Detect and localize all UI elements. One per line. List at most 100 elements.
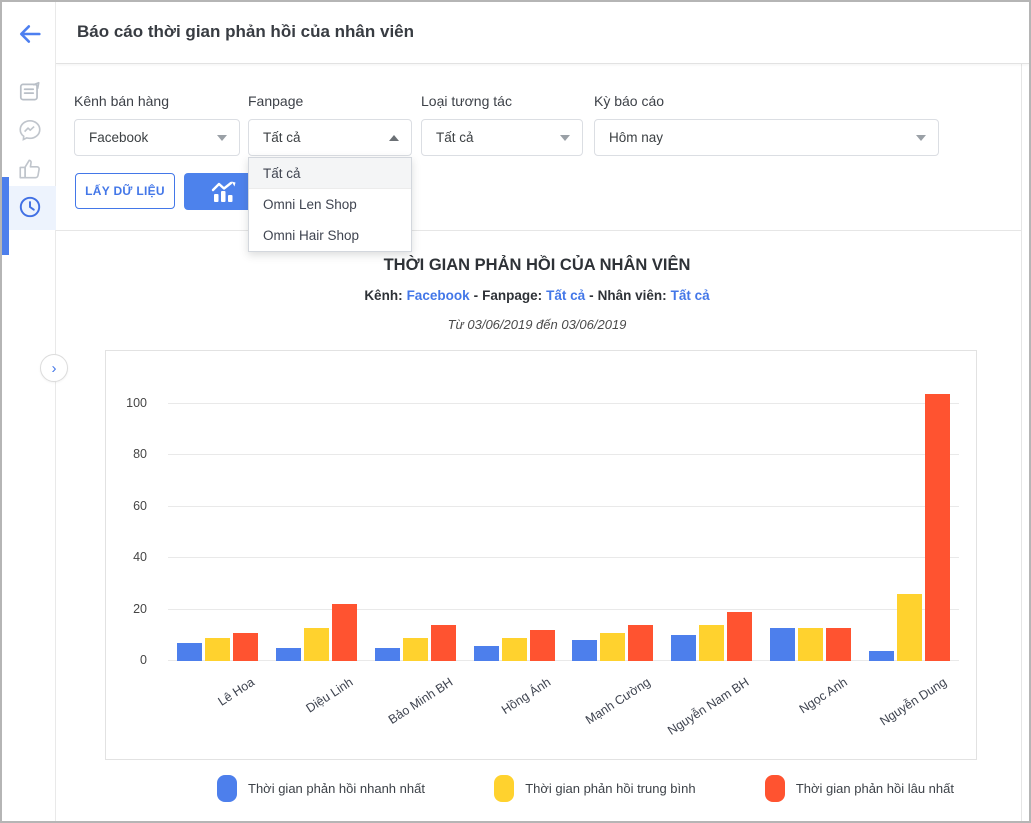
fanpage-select[interactable]: Tất cả [248, 119, 412, 156]
subtitle-channel-value: Facebook [406, 288, 470, 303]
sidebar-expand-button[interactable]: › [40, 354, 68, 382]
bar[interactable] [402, 638, 428, 661]
sidebar-item-response-time[interactable] [17, 194, 43, 220]
chevron-right-icon: › [51, 359, 57, 377]
chevron-down-icon [560, 134, 570, 141]
thumbs-up-icon [19, 159, 40, 179]
legend-item: Thời gian phản hồi nhanh nhất [217, 774, 425, 802]
bar-group [275, 604, 357, 661]
messenger-icon [19, 119, 41, 141]
subtitle-separator: - [473, 288, 479, 303]
channel-filter-label: Kênh bán hàng [74, 93, 169, 109]
bar[interactable] [671, 635, 697, 661]
y-axis-tick: 100 [126, 396, 147, 410]
subtitle-staff-label: Nhân viên: [597, 288, 667, 303]
x-axis-labels: Lê Hoa Diệu Linh Bảo Minh BH Hồng Ánh Mạnh C… [168, 661, 959, 751]
bar[interactable] [572, 640, 598, 661]
fanpage-option[interactable]: Omni Len Shop [249, 189, 411, 220]
page-title: Báo cáo thời gian phản hồi của nhân viên [77, 22, 415, 41]
clock-icon [19, 196, 41, 218]
bar[interactable] [798, 628, 824, 661]
bar[interactable] [826, 628, 852, 661]
legend-label: Thời gian phản hồi trung bình [525, 780, 696, 796]
period-select-value: Hôm nay [609, 130, 664, 145]
bar[interactable] [699, 625, 725, 661]
legend-label: Thời gian phản hồi lâu nhất [795, 780, 954, 796]
bar-group [473, 630, 555, 661]
bar[interactable] [176, 643, 202, 661]
sidebar-active-indicator [2, 177, 9, 255]
legend-swatch-icon [217, 774, 237, 802]
bar[interactable] [897, 594, 923, 661]
note-icon [19, 81, 40, 101]
sidebar-item-messenger[interactable] [17, 117, 43, 143]
main-content: Báo cáo thời gian phản hồi của nhân viên… [56, 2, 1029, 821]
fanpage-filter-label: Fanpage [248, 93, 304, 109]
chevron-up-icon [389, 134, 399, 141]
bar[interactable] [869, 651, 895, 661]
get-data-button[interactable]: LẤY DỮ LIỆU [75, 173, 175, 209]
bar-group [176, 633, 258, 661]
bar[interactable] [600, 633, 626, 661]
sidebar [2, 2, 56, 821]
report-title: THỜI GIAN PHẢN HỒI CỦA NHÂN VIÊN [383, 256, 691, 274]
x-axis-label: Bảo Minh BH [385, 675, 455, 727]
x-axis-label: Nguyễn Dung [877, 675, 950, 729]
legend-label: Thời gian phản hồi nhanh nhất [248, 780, 425, 796]
subtitle-channel-label: Kênh: [364, 288, 403, 303]
bar[interactable] [275, 648, 301, 661]
legend-item: Thời gian phản hồi trung bình [494, 774, 696, 802]
legend-swatch-icon [494, 774, 515, 802]
y-axis-tick: 40 [133, 550, 147, 565]
bar[interactable] [529, 630, 555, 661]
channel-select[interactable]: Facebook [74, 119, 240, 156]
x-axis-label: Ngọc Anh [797, 675, 851, 717]
back-arrow-icon [19, 25, 41, 43]
sidebar-item-reactions[interactable] [17, 156, 43, 182]
page-header: Báo cáo thời gian phản hồi của nhân viên [56, 2, 1029, 64]
bar[interactable] [473, 646, 499, 661]
bars-layer [168, 351, 959, 661]
bar[interactable] [727, 612, 753, 661]
bar[interactable] [374, 648, 400, 661]
period-select[interactable]: Hôm nay [594, 119, 939, 156]
bar[interactable] [770, 628, 796, 661]
bar-group [374, 625, 456, 661]
fanpage-option[interactable]: Omni Hair Shop [249, 220, 411, 251]
bar[interactable] [232, 633, 258, 661]
chart-legend: Thời gian phản hồi nhanh nhất Thời gian p… [217, 770, 954, 806]
report-date-range: Từ 03/06/2019 đến 03/06/2019 [447, 317, 627, 332]
interaction-select-value: Tất cả [436, 130, 474, 145]
bar[interactable] [430, 625, 456, 661]
subtitle-fanpage-label: Fanpage: [482, 288, 543, 303]
gridline [168, 454, 959, 456]
interaction-select[interactable]: Tất cả [421, 119, 583, 156]
bar-group [869, 394, 951, 661]
fanpage-select-value: Tất cả [263, 130, 301, 145]
channel-select-value: Facebook [89, 130, 149, 145]
gridline [168, 403, 959, 404]
bar[interactable] [501, 638, 527, 661]
fanpage-dropdown: Tất cả Omni Len Shop Omni Hair Shop [248, 157, 412, 252]
scrollbar-track[interactable] [1021, 2, 1022, 821]
legend-swatch-icon [764, 774, 785, 802]
gridline [168, 608, 959, 610]
bar[interactable] [204, 638, 230, 661]
interaction-filter-label: Loại tương tác [421, 93, 512, 109]
subtitle-separator: - [589, 288, 594, 303]
x-axis-label: Mạnh Cường [582, 675, 653, 728]
subtitle-fanpage-value: Tất cả [546, 288, 586, 303]
back-button[interactable] [16, 20, 44, 48]
plot-area [168, 351, 959, 661]
bar[interactable] [628, 625, 654, 661]
gridline [168, 660, 959, 661]
bar-group [572, 625, 654, 661]
y-axis-tick: 60 [133, 498, 147, 513]
bar[interactable] [925, 394, 951, 661]
bar[interactable] [303, 628, 329, 661]
sidebar-item-notes[interactable] [17, 79, 43, 105]
fanpage-option[interactable]: Tất cả [249, 158, 411, 189]
y-axis-tick: 80 [133, 447, 147, 462]
bar[interactable] [331, 604, 357, 661]
